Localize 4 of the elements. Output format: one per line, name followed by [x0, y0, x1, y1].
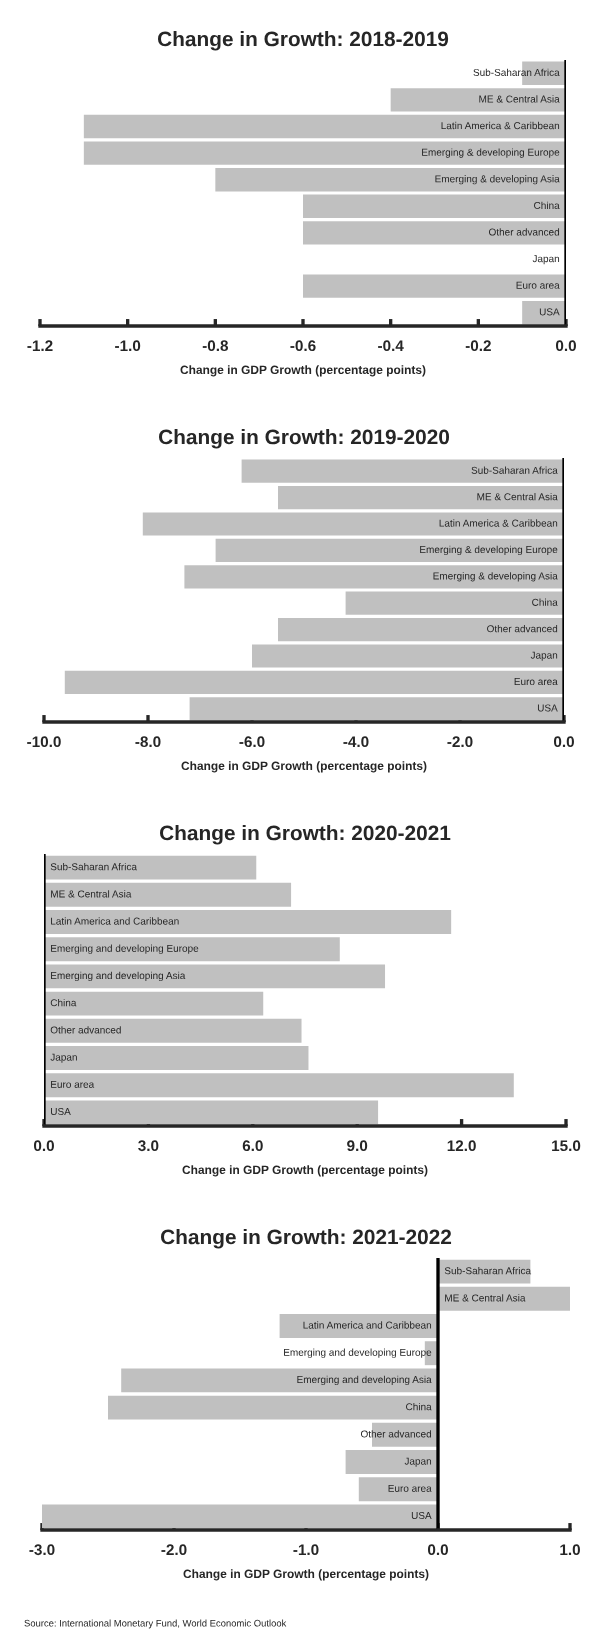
chart-title: Change in Growth: 2018-2019: [157, 31, 449, 51]
chart-title: Change in Growth: 2019-2020: [158, 429, 450, 449]
chart-title: Change in Growth: 2020-2021: [159, 825, 451, 845]
chart-title: Change in Growth: 2021-2022: [160, 1229, 452, 1249]
